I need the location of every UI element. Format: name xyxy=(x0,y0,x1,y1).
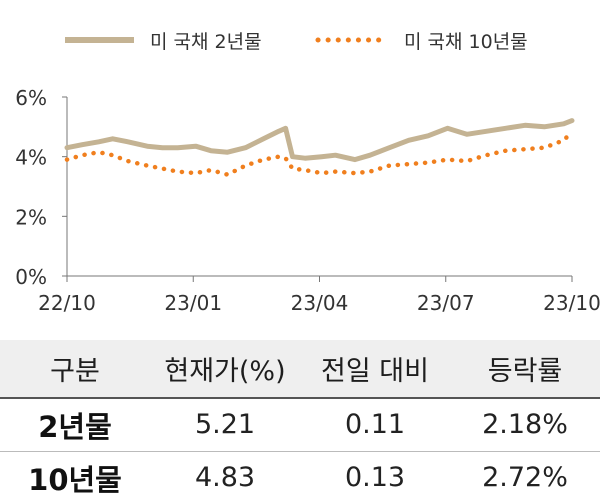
legend-label-2y: 미 국채 2년물 xyxy=(150,31,262,53)
series-layer xyxy=(64,118,575,177)
series-line-2y xyxy=(64,118,575,163)
header-change: 전일 대비 xyxy=(321,356,429,387)
yield-chart: 미 국채 2년물 미 국채 10년물 0% 2% 4% 6% 22/10 23/01 23/… xyxy=(15,31,600,315)
row-rate: 2.18% xyxy=(482,409,568,441)
row-rate: 2.72% xyxy=(482,462,568,494)
x-tick-label: 22/10 xyxy=(38,291,96,315)
header-price: 현재가(%) xyxy=(164,356,286,387)
row-name: 10년물 xyxy=(28,462,122,497)
yield-table: 구분 현재가(%) 전일 대비 등락률 2년물 5.21 0.11 2.18% … xyxy=(0,340,600,504)
legend: 미 국채 2년물 미 국채 10년물 xyxy=(65,31,528,53)
axes: 0% 2% 4% 6% 22/10 23/01 23/04 23/07 23/10 xyxy=(15,86,600,315)
series-line-10y xyxy=(64,129,575,177)
x-tick-label: 23/04 xyxy=(291,291,349,315)
x-tick-label: 23/01 xyxy=(164,291,222,315)
header-rate: 등락률 xyxy=(487,356,563,387)
y-tick-label: 6% xyxy=(15,86,47,110)
y-tick-label: 0% xyxy=(15,265,47,289)
y-tick-label: 4% xyxy=(15,146,47,170)
row-price: 5.21 xyxy=(194,409,256,441)
row-price: 4.83 xyxy=(194,462,256,494)
table-row: 2년물 5.21 0.11 2.18% xyxy=(0,398,600,451)
legend-label-10y: 미 국채 10년물 xyxy=(404,31,528,53)
y-tick-label: 2% xyxy=(15,205,47,229)
row-change: 0.13 xyxy=(344,462,406,494)
table-header-row: 구분 현재가(%) 전일 대비 등락률 xyxy=(0,340,600,398)
header-category: 구분 xyxy=(50,356,100,387)
row-name: 2년물 xyxy=(38,409,112,444)
row-change: 0.11 xyxy=(344,409,406,441)
table-row: 10년물 4.83 0.13 2.72% xyxy=(0,451,600,504)
x-tick-label: 23/07 xyxy=(417,291,475,315)
x-tick-label: 23/10 xyxy=(543,291,600,315)
